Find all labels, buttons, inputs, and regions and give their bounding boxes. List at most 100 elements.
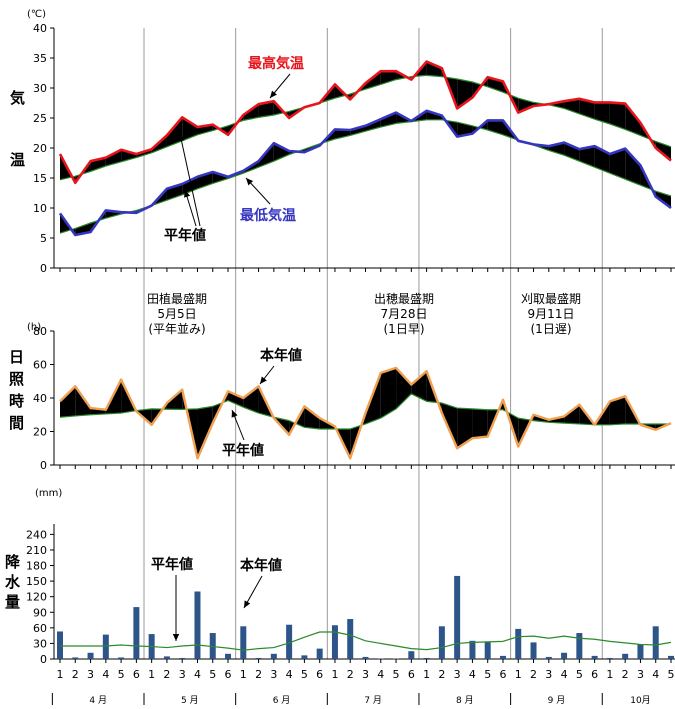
- rain-bar-22: [393, 658, 400, 659]
- y-tick-label-2-7: 210: [26, 544, 47, 557]
- rain-bar-37: [622, 653, 629, 659]
- x-label-20: 3: [362, 668, 369, 681]
- rain-bar-16: [301, 655, 308, 659]
- x-label-22: 5: [393, 668, 400, 681]
- y-tick-label-0-6: 30: [33, 82, 47, 95]
- x-label-21: 4: [377, 668, 384, 681]
- x-label-16: 5: [301, 668, 308, 681]
- month-label-6: 10月: [630, 695, 650, 706]
- anomaly-fill-0-0-33: [564, 98, 580, 114]
- rain-bar-25: [438, 626, 445, 659]
- rain-bar-18: [331, 625, 338, 659]
- stage-label-0-2: (平年並み): [148, 322, 205, 336]
- normal-rain-line: [60, 631, 672, 651]
- month-label-1: 5 月: [181, 695, 199, 706]
- x-label-40: 5: [668, 668, 675, 681]
- rain-bar-12: [240, 626, 247, 659]
- anomaly-fill-0-0-21: [380, 71, 397, 85]
- label-max-temp: 最高気温: [248, 55, 304, 72]
- x-label-37: 2: [622, 668, 629, 681]
- rain-bar-13: [255, 657, 262, 659]
- x-label-5: 6: [133, 668, 140, 681]
- normal-max-temp-line: [59, 74, 672, 181]
- x-label-31: 2: [530, 668, 537, 681]
- rain-bar-21: [377, 658, 384, 659]
- y-tick-label-0-0: 0: [40, 262, 47, 275]
- x-label-1: 2: [72, 668, 79, 681]
- sun-axis-label: 日 照 時 間: [9, 348, 29, 432]
- rain-bar-27: [469, 640, 476, 659]
- anomaly-fill-1-0-12: [243, 386, 259, 414]
- rain-bar-11: [225, 653, 232, 659]
- y-tick-label-0-8: 40: [33, 22, 47, 35]
- label-rain-normal: 平年値: [151, 556, 193, 573]
- x-label-10: 5: [209, 668, 216, 681]
- rain-axis-char-1: 水: [5, 573, 21, 591]
- rain-bar-36: [606, 657, 613, 659]
- rain-axis-char-0: 降: [5, 553, 21, 571]
- rain-bar-29: [499, 655, 506, 659]
- y-tick-label-2-2: 60: [33, 622, 47, 635]
- anomaly-fill-1-0-9: [197, 406, 213, 459]
- anomaly-fill-1-0-11: [228, 391, 244, 408]
- rain-bar-19: [347, 619, 354, 659]
- label-sunshine-actual: 本年値: [260, 347, 302, 364]
- x-label-26: 3: [454, 668, 461, 681]
- x-label-13: 2: [255, 668, 262, 681]
- stage-label-2-0: 刈取最盛期: [521, 291, 581, 306]
- month-label-3: 7 月: [364, 695, 382, 706]
- anomaly-fill-1-0-27: [472, 408, 488, 439]
- rain-bar-28: [484, 642, 491, 659]
- anomaly-fill-0-1-37: [625, 148, 641, 186]
- x-label-14: 3: [270, 668, 277, 681]
- y-tick-label-2-8: 240: [26, 528, 47, 541]
- y-tick-label-1-4: 80: [33, 325, 47, 338]
- rain-bar-38: [637, 644, 644, 659]
- x-label-23: 6: [408, 668, 415, 681]
- normal-min-temp-line: [59, 119, 672, 234]
- x-label-9: 4: [194, 668, 201, 681]
- x-label-29: 6: [499, 668, 506, 681]
- x-label-3: 4: [102, 668, 109, 681]
- x-label-17: 6: [316, 668, 323, 681]
- sunshine-line: [59, 366, 672, 460]
- label-min-temp: 最低気温: [240, 207, 296, 224]
- y-tick-label-1-0: 0: [40, 459, 47, 472]
- stage-label-1-0: 出穂最盛期: [374, 291, 434, 306]
- y-tick-label-0-5: 25: [33, 112, 47, 125]
- y-tick-label-2-4: 120: [26, 591, 47, 604]
- anomaly-fill-0-0-8: [182, 117, 198, 141]
- anomaly-fill-0-0-26: [457, 79, 473, 109]
- temp-axis-char-1: 温: [10, 151, 25, 169]
- rain-bar-26: [454, 575, 461, 659]
- rain-axis-char-2: 量: [5, 593, 20, 611]
- label-normal-temp: 平年値: [164, 227, 206, 244]
- arrow-normal-temp-2-head: [178, 134, 185, 142]
- stage-label-2-2: (1日遅): [531, 322, 572, 336]
- rain-bar-23: [408, 651, 415, 659]
- stage-label-1-2: (1日早): [384, 322, 425, 336]
- rain-bar-39: [652, 626, 659, 659]
- x-label-36: 1: [606, 668, 613, 681]
- temp-axis-label: 気 温: [10, 89, 30, 169]
- anomaly-fill-0-0-37: [625, 103, 641, 136]
- y-tick-label-0-2: 10: [33, 202, 47, 215]
- rain-bar-2: [87, 652, 94, 659]
- anomaly-fill-0-0-35: [594, 102, 610, 124]
- sun-axis-char-1: 照: [9, 370, 24, 388]
- rain-bar-15: [286, 624, 293, 659]
- y-tick-label-1-2: 40: [33, 392, 47, 405]
- rain-bar-3: [102, 634, 109, 659]
- month-label-2: 6 月: [273, 695, 291, 706]
- sun-axis-char-3: 間: [9, 414, 24, 432]
- min-temp-line: [58, 109, 672, 237]
- x-label-11: 6: [225, 668, 232, 681]
- y-tick-label-1-3: 60: [33, 359, 47, 372]
- x-label-24: 1: [423, 668, 430, 681]
- rain-bar-9: [194, 591, 201, 659]
- rain-bar-8: [179, 657, 186, 659]
- max-temp-line: [58, 60, 672, 185]
- anomaly-fill-0-0-24: [426, 61, 442, 77]
- rain-bar-30: [515, 628, 522, 659]
- arrow-sunshine-normal-head: [231, 410, 238, 418]
